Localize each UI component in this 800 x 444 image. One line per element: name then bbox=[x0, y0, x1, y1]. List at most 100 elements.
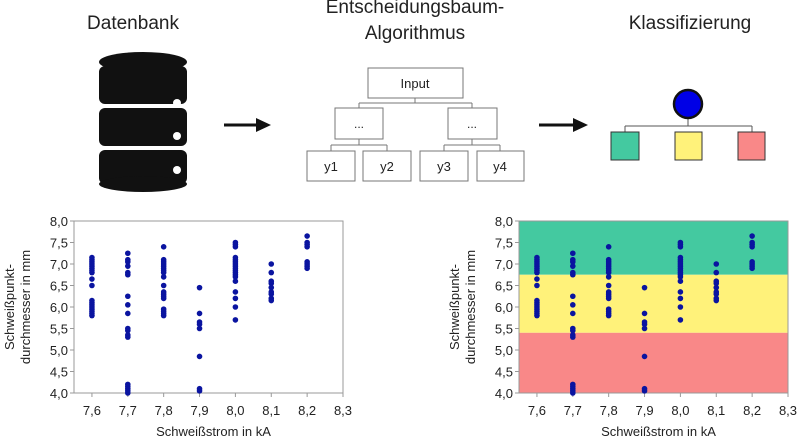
data-point bbox=[125, 269, 131, 276]
y-tick-label: 4,0 bbox=[50, 386, 68, 401]
data-point bbox=[749, 233, 755, 239]
tree-leaf-label: y3 bbox=[437, 159, 451, 174]
data-point bbox=[125, 325, 131, 332]
y-tick-label: 7,0 bbox=[50, 257, 68, 272]
x-axis-label: Schweißstrom in kA bbox=[601, 424, 716, 439]
data-point bbox=[713, 295, 720, 302]
data-point bbox=[713, 269, 720, 276]
data-point bbox=[605, 256, 612, 263]
y-axis-label-line1: Schweißpunkt- bbox=[2, 264, 17, 350]
class-region bbox=[519, 274, 788, 333]
data-point bbox=[160, 289, 167, 295]
class-region bbox=[519, 332, 788, 393]
data-point bbox=[196, 353, 203, 360]
data-point bbox=[534, 297, 540, 304]
class-green-box bbox=[610, 131, 640, 161]
arrow-right-icon bbox=[224, 118, 271, 132]
data-point bbox=[160, 244, 167, 250]
data-point bbox=[232, 304, 239, 310]
x-tick-label: 7,8 bbox=[600, 403, 618, 418]
class-red-box bbox=[737, 131, 766, 161]
data-point bbox=[268, 269, 275, 276]
tree-leaf-box bbox=[419, 150, 469, 182]
data-point bbox=[713, 261, 720, 267]
data-point bbox=[125, 310, 131, 317]
x-tick-label: 8,0 bbox=[671, 403, 689, 418]
tree-root-box bbox=[367, 67, 464, 99]
data-point bbox=[232, 239, 239, 246]
data-point bbox=[196, 284, 203, 291]
classification-tree bbox=[610, 88, 766, 161]
data-point bbox=[677, 254, 684, 261]
data-point bbox=[268, 289, 275, 295]
data-point bbox=[641, 310, 648, 317]
data-point bbox=[713, 289, 720, 295]
title-database: Datenbank bbox=[87, 13, 179, 34]
y-tick-label: 7,5 bbox=[50, 236, 68, 251]
y-tick-label: 6,0 bbox=[50, 300, 68, 315]
title-classification: Klassifizierung bbox=[629, 13, 752, 34]
y-tick-label: 6,5 bbox=[50, 279, 68, 294]
y-axis-label-line1: Schweißpunkt- bbox=[447, 264, 462, 350]
data-point bbox=[89, 276, 95, 282]
data-point bbox=[605, 244, 612, 250]
y-tick-label: 8,0 bbox=[50, 214, 68, 229]
data-point bbox=[641, 319, 648, 325]
data-point bbox=[570, 250, 576, 257]
data-point bbox=[196, 310, 203, 317]
data-point bbox=[125, 332, 131, 338]
data-point bbox=[570, 325, 576, 332]
data-point bbox=[232, 317, 239, 323]
x-tick-label: 8,0 bbox=[226, 403, 244, 418]
data-point bbox=[232, 289, 239, 295]
data-point bbox=[160, 306, 167, 312]
data-point bbox=[605, 306, 612, 312]
data-point bbox=[570, 381, 576, 388]
data-point bbox=[749, 259, 755, 265]
y-tick-label: 5,5 bbox=[50, 322, 68, 337]
data-point bbox=[534, 276, 540, 282]
circle-node-icon bbox=[672, 88, 704, 120]
y-tick-label: 5,0 bbox=[495, 343, 513, 358]
data-point bbox=[677, 304, 684, 310]
data-point bbox=[268, 278, 275, 285]
data-point bbox=[196, 325, 203, 332]
data-point bbox=[232, 295, 239, 302]
data-point bbox=[125, 381, 131, 388]
data-point bbox=[713, 284, 720, 291]
arrow-right-icon bbox=[539, 118, 588, 132]
data-point bbox=[570, 256, 576, 263]
x-tick-label: 8,3 bbox=[334, 403, 352, 418]
data-point bbox=[570, 332, 576, 338]
x-tick-label: 7,6 bbox=[528, 403, 546, 418]
y-tick-label: 7,5 bbox=[495, 236, 513, 251]
x-tick-label: 8,1 bbox=[262, 403, 280, 418]
x-axis-label: Schweißstrom in kA bbox=[156, 424, 271, 439]
y-tick-label: 8,0 bbox=[495, 214, 513, 229]
y-tick-label: 5,0 bbox=[50, 343, 68, 358]
data-point bbox=[570, 310, 576, 317]
tree-inner-left-label: ... bbox=[354, 117, 364, 131]
title-algorithm-line2: Algorithmus bbox=[365, 23, 465, 44]
data-point bbox=[749, 239, 755, 246]
data-point bbox=[160, 256, 167, 263]
data-point bbox=[232, 278, 239, 285]
y-axis-label-line2: durchmesser in mm bbox=[463, 250, 478, 364]
data-point bbox=[713, 278, 720, 285]
data-point bbox=[160, 274, 167, 280]
data-point bbox=[125, 293, 131, 300]
x-tick-label: 7,7 bbox=[119, 403, 137, 418]
x-tick-label: 7,7 bbox=[564, 403, 582, 418]
data-point bbox=[196, 319, 203, 325]
data-point bbox=[304, 239, 310, 246]
data-point bbox=[605, 282, 612, 289]
y-tick-label: 5,5 bbox=[495, 322, 513, 337]
data-point bbox=[677, 278, 684, 285]
class-yellow-box bbox=[674, 131, 703, 161]
y-tick-label: 7,0 bbox=[495, 257, 513, 272]
data-point bbox=[125, 250, 131, 257]
y-tick-label: 4,5 bbox=[50, 365, 68, 380]
data-point bbox=[232, 254, 239, 261]
scatter-chart-classified: 4,0 4,5 5,0 5,5 6,0 6,5 7,0 7,5 8,0 7,6 7,7 7,8 7,9 8… bbox=[447, 214, 797, 439]
